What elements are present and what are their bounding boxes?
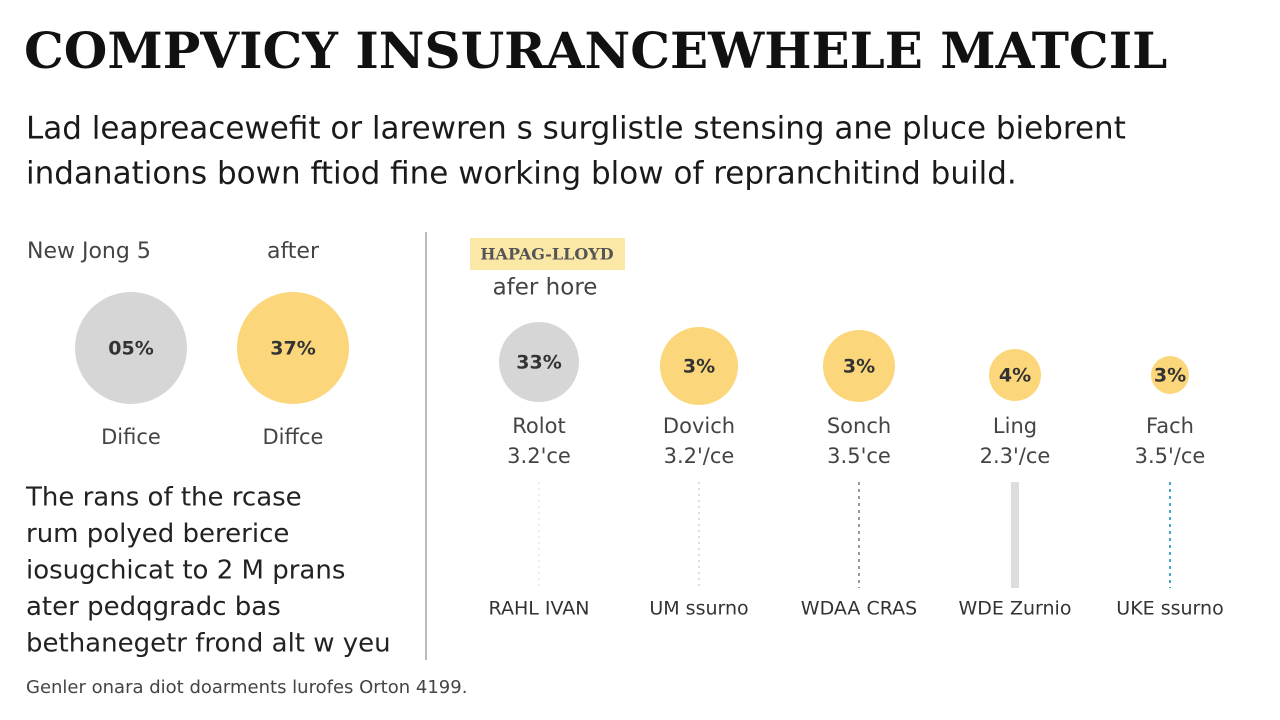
body-line: rum polyed bererice <box>26 519 289 549</box>
caption: Diffce <box>263 425 324 449</box>
item-label: New Jong 5 <box>27 239 151 264</box>
badge-bg <box>470 238 625 270</box>
item-name: Fach <box>1146 414 1194 438</box>
subtitle-line: indanations bown ftiod fine working blow… <box>26 156 1017 192</box>
item-footer: UM ssurno <box>649 598 748 620</box>
item-rate: 2.3'/ce <box>980 444 1051 468</box>
percent: 4% <box>999 365 1031 387</box>
circle <box>499 322 579 402</box>
body-line: ater pedqgradc bas <box>26 592 281 622</box>
item-name: Rolot <box>512 414 565 438</box>
title: COMPVICY INSURANCEWHELE MATCIL <box>24 21 1167 80</box>
item-rate: 3.5'ce <box>827 444 891 468</box>
right-subtitle: afer hore <box>493 275 598 301</box>
percent: 05% <box>108 338 153 360</box>
item-footer: WDE Zurnio <box>959 598 1072 620</box>
item-footer: RAHL IVAN <box>489 598 590 620</box>
percent: 33% <box>516 352 561 374</box>
badge: HAPAG-LLOYD <box>480 245 613 264</box>
circle <box>237 292 349 404</box>
body-line: bethanegetr frond alt w yeu <box>26 629 391 659</box>
circle <box>660 327 738 405</box>
circle <box>989 349 1041 401</box>
item-name: Sonch <box>827 414 891 438</box>
item-rate: 3.2'/ce <box>664 444 735 468</box>
body-line: iosugchicat to 2 M prans <box>26 556 345 586</box>
item-name: Ling <box>993 414 1037 438</box>
body-line: The rans of the rcase <box>25 483 302 513</box>
circle <box>823 330 895 402</box>
percent: 3% <box>1154 365 1186 387</box>
item-footer: WDAA CRAS <box>801 598 917 620</box>
subtitle-line: Lad leapreacewefit or larewren s surglis… <box>26 111 1126 147</box>
percent: 3% <box>683 356 715 378</box>
percent: 3% <box>843 356 875 378</box>
item-footer: UKE ssurno <box>1116 598 1223 620</box>
circle <box>75 292 187 404</box>
footnote: Genler onara diot doarments lurofes Orto… <box>26 677 467 698</box>
percent: 37% <box>270 338 315 360</box>
item-rate: 3.5'/ce <box>1135 444 1206 468</box>
item-name: Dovich <box>663 414 735 438</box>
caption: Difice <box>101 425 161 449</box>
item-label: after <box>267 239 320 264</box>
circle <box>1151 356 1189 394</box>
item-rate: 3.2'ce <box>507 444 571 468</box>
